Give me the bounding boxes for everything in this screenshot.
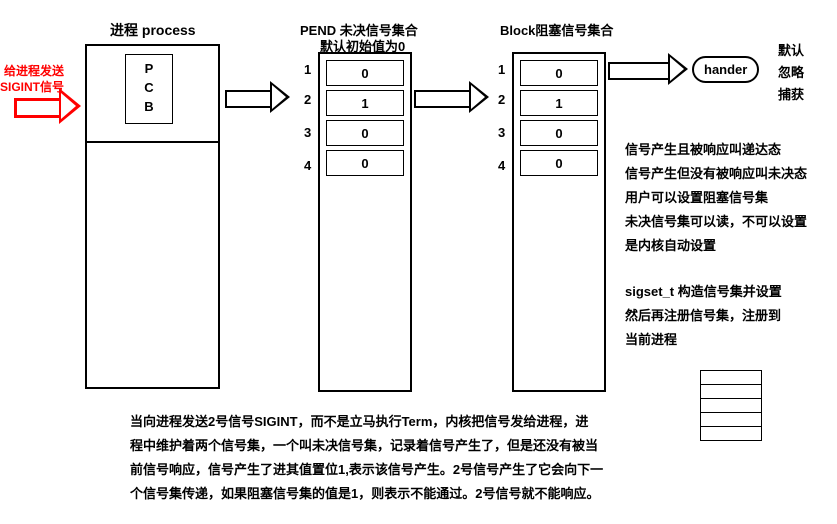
pend-cell-3: 0 [326, 120, 404, 146]
pcb-p: P [126, 61, 172, 76]
arrow3-icon [608, 62, 670, 80]
btext-4: 个信号集传递，如果阻塞信号集的值是1，则表示不能通过。2号信号就不能响应。 [130, 482, 640, 506]
btext-2: 程中维护着两个信号集，一个叫未决信号集，记录着信号产生了，但是还没有被当 [130, 434, 640, 458]
pcb-b: B [126, 99, 172, 114]
red-arrow-head-icon [59, 88, 81, 124]
pend-idx-4: 4 [304, 158, 311, 173]
pend-cell-2: 1 [326, 90, 404, 116]
rtext-2: 信号产生但没有被响应叫未决态 [625, 162, 835, 186]
arrow1-icon [225, 90, 272, 108]
pend-idx-3: 3 [304, 125, 311, 140]
send-signal-line2: SIGINT信号 [0, 78, 64, 95]
rtext-1: 信号产生且被响应叫递达态 [625, 138, 835, 162]
option-default: 默认 [778, 40, 804, 59]
block-idx-4: 4 [498, 158, 505, 173]
arrow2-icon [414, 90, 471, 108]
arrow3-head-icon [668, 53, 688, 85]
rtext-6: sigset_t 构造信号集并设置 [625, 280, 835, 304]
btext-3: 前信号响应，信号产生了进其值置位1,表示该信号产生。2号信号产生了它会向下一 [130, 458, 640, 482]
option-ignore: 忽略 [778, 62, 804, 81]
handler-box: hander [692, 56, 759, 83]
arrow2-head-icon [469, 81, 489, 113]
block-idx-1: 1 [498, 62, 505, 77]
send-signal-line1: 给进程发送 [4, 62, 64, 79]
pcb-box: P C B [125, 54, 173, 124]
btext-1: 当向进程发送2号信号SIGINT，而不是立马执行Term，内核把信号发给进程，进 [130, 410, 640, 434]
process-box: P C B [85, 44, 220, 389]
rtext-4: 未决信号集可以读，不可以设置 [625, 210, 835, 234]
block-cell-2: 1 [520, 90, 598, 116]
block-column: 0 1 0 0 [512, 52, 606, 392]
mini-stack [700, 370, 762, 441]
option-catch: 捕获 [778, 84, 804, 103]
block-cell-1: 0 [520, 60, 598, 86]
block-title: Block阻塞信号集合 [500, 20, 613, 39]
rtext-5: 是内核自动设置 [625, 234, 835, 258]
pcb-c: C [126, 80, 172, 95]
rtext-3: 用户可以设置阻塞信号集 [625, 186, 835, 210]
block-cell-4: 0 [520, 150, 598, 176]
rtext-8: 当前进程 [625, 328, 835, 352]
arrow1-head-icon [270, 81, 290, 113]
pend-idx-2: 2 [304, 92, 311, 107]
pend-cell-1: 0 [326, 60, 404, 86]
block-idx-2: 2 [498, 92, 505, 107]
process-title: 进程 process [110, 20, 196, 40]
rtext-7: 然后再注册信号集，注册到 [625, 304, 835, 328]
block-idx-3: 3 [498, 125, 505, 140]
pend-column: 0 1 0 0 [318, 52, 412, 392]
pend-cell-4: 0 [326, 150, 404, 176]
block-cell-3: 0 [520, 120, 598, 146]
pend-idx-1: 1 [304, 62, 311, 77]
red-arrow-icon [14, 98, 62, 118]
